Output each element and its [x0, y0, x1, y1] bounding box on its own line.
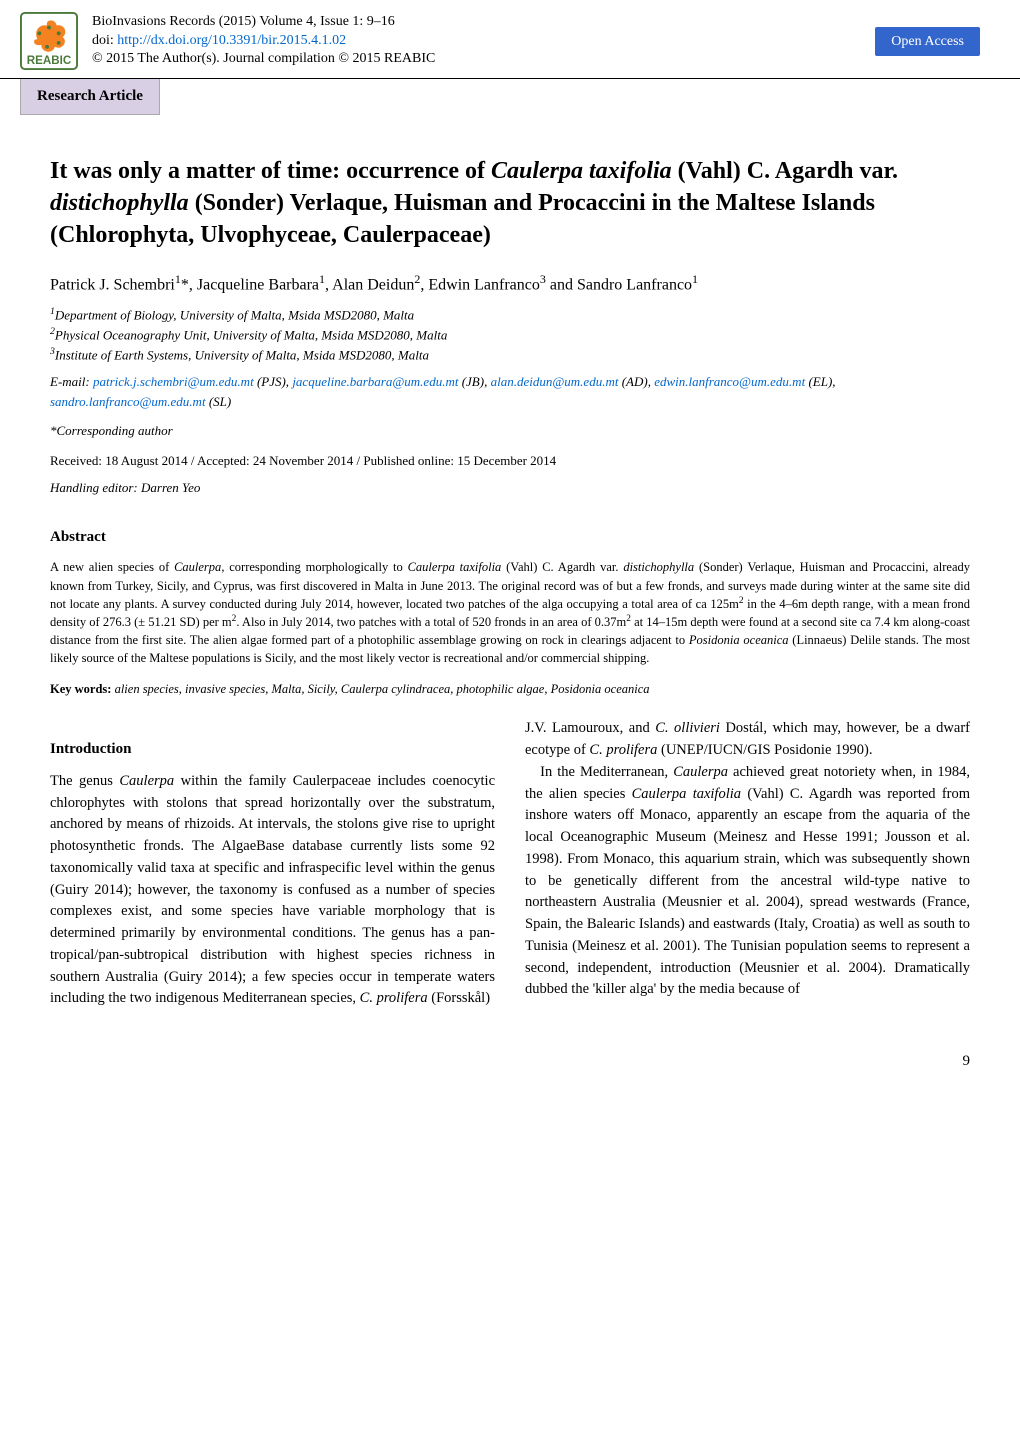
handling-editor: Handling editor: Darren Yeo [50, 478, 970, 498]
doi-link[interactable]: http://dx.doi.org/10.3391/bir.2015.4.1.0… [117, 33, 346, 48]
section-type-tab: Research Article [20, 79, 160, 115]
email-link[interactable]: edwin.lanfranco@um.edu.mt [654, 374, 805, 389]
email-link[interactable]: sandro.lanfranco@um.edu.mt [50, 394, 206, 409]
body-columns: Introduction The genus Caulerpa within t… [50, 718, 970, 1010]
emails-block: E-mail: patrick.j.schembri@um.edu.mt (PJ… [50, 372, 970, 411]
email-link[interactable]: jacqueline.barbara@um.edu.mt [292, 374, 458, 389]
affiliation: 2Physical Oceanography Unit, University … [50, 325, 970, 345]
abstract-body: A new alien species of Caulerpa, corresp… [50, 558, 970, 667]
authors-line: Patrick J. Schembri1*, Jacqueline Barbar… [50, 270, 970, 297]
journal-citation: BioInvasions Records (2015) Volume 4, Is… [92, 13, 435, 32]
reabic-logo: REABIC [20, 12, 78, 70]
intro-text-left: The genus Caulerpa within the family Cau… [50, 771, 495, 1010]
publication-dates: Received: 18 August 2014 / Accepted: 24 … [50, 451, 970, 471]
affiliation: 3Institute of Earth Systems, University … [50, 345, 970, 365]
introduction-heading: Introduction [50, 738, 495, 761]
svg-text:REABIC: REABIC [27, 54, 72, 67]
keywords-line: Key words: alien species, invasive speci… [50, 680, 970, 699]
left-column: Introduction The genus Caulerpa within t… [50, 718, 495, 1010]
keywords-text: alien species, invasive species, Malta, … [115, 682, 650, 696]
affiliations-block: 1Department of Biology, University of Ma… [50, 305, 970, 364]
page-number: 9 [0, 1040, 1020, 1093]
doi-line: doi: http://dx.doi.org/10.3391/bir.2015.… [92, 32, 435, 51]
copyright-line: © 2015 The Author(s). Journal compilatio… [92, 50, 435, 69]
right-column: J.V. Lamouroux, and C. ollivieri Dostál,… [525, 718, 970, 1010]
header-meta: BioInvasions Records (2015) Volume 4, Is… [92, 13, 435, 70]
affiliation: 1Department of Biology, University of Ma… [50, 305, 970, 325]
article-content: It was only a matter of time: occurrence… [0, 115, 1020, 1041]
open-access-badge: Open Access [875, 27, 980, 56]
header-left: REABIC BioInvasions Records (2015) Volum… [20, 12, 435, 70]
corresponding-author-note: *Corresponding author [50, 421, 970, 441]
journal-header: REABIC BioInvasions Records (2015) Volum… [0, 0, 1020, 79]
email-link[interactable]: patrick.j.schembri@um.edu.mt [93, 374, 254, 389]
article-title: It was only a matter of time: occurrence… [50, 155, 970, 252]
keywords-label: Key words: [50, 682, 115, 696]
intro-text-right: J.V. Lamouroux, and C. ollivieri Dostál,… [525, 718, 970, 1001]
abstract-heading: Abstract [50, 526, 970, 549]
email-link[interactable]: alan.deidun@um.edu.mt [491, 374, 619, 389]
